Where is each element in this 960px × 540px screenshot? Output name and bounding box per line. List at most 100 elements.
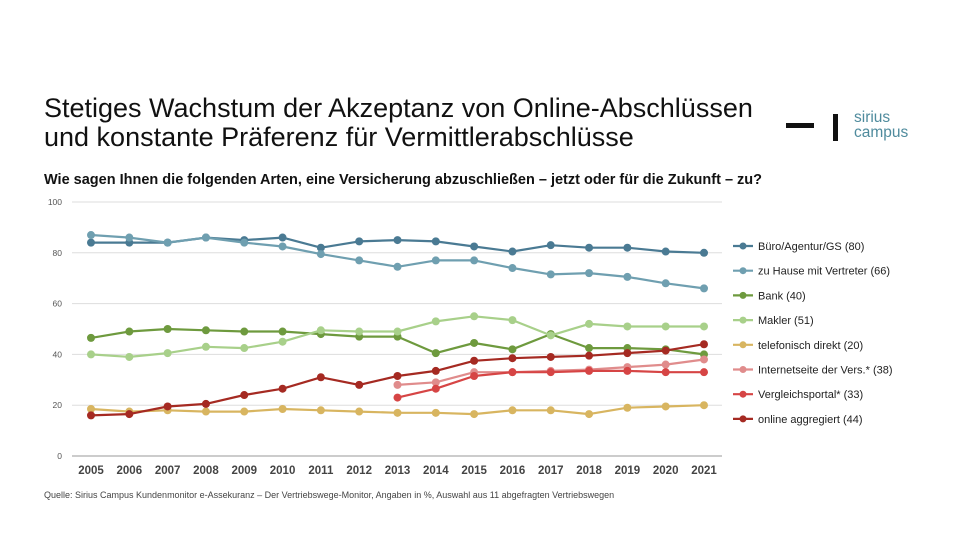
data-point bbox=[431, 378, 440, 387]
data-point bbox=[201, 342, 210, 351]
data-point bbox=[431, 408, 440, 417]
data-point bbox=[585, 319, 594, 328]
data-point bbox=[87, 411, 95, 420]
data-point bbox=[278, 405, 287, 414]
legend-swatch-marker bbox=[739, 415, 747, 423]
x-tick-label: 2009 bbox=[231, 465, 257, 477]
data-point bbox=[546, 368, 555, 377]
data-point bbox=[661, 402, 670, 411]
legend-swatch-marker bbox=[739, 316, 747, 324]
legend-label: Makler (51) bbox=[758, 315, 814, 327]
data-point bbox=[585, 366, 594, 375]
data-point bbox=[585, 243, 594, 252]
data-point bbox=[393, 236, 402, 245]
data-point bbox=[546, 241, 555, 250]
data-point bbox=[125, 233, 134, 242]
logo-dash-mark bbox=[786, 123, 814, 128]
data-point bbox=[316, 243, 325, 252]
data-point bbox=[316, 406, 325, 415]
legend-label: online aggregiert (44) bbox=[758, 414, 863, 426]
data-point bbox=[661, 279, 670, 288]
data-point bbox=[278, 242, 287, 251]
data-point bbox=[431, 237, 440, 246]
source-note: Quelle: Sirius Campus Kundenmonitor e-As… bbox=[44, 490, 615, 500]
data-point bbox=[393, 380, 402, 389]
data-point bbox=[470, 338, 479, 347]
data-point bbox=[240, 238, 249, 247]
data-point bbox=[431, 384, 440, 393]
data-point bbox=[661, 368, 670, 377]
data-point bbox=[508, 354, 517, 363]
data-point bbox=[470, 371, 479, 380]
data-point bbox=[125, 352, 134, 361]
data-point bbox=[661, 360, 670, 369]
x-tick-label: 2005 bbox=[78, 465, 104, 477]
data-point bbox=[393, 393, 402, 402]
data-point bbox=[201, 399, 210, 408]
data-point bbox=[431, 366, 440, 375]
data-point bbox=[201, 407, 210, 416]
data-point bbox=[163, 238, 172, 247]
x-tick-label: 2016 bbox=[500, 465, 526, 477]
data-point bbox=[316, 373, 325, 382]
data-point bbox=[661, 322, 670, 331]
data-point bbox=[125, 327, 134, 336]
data-point bbox=[87, 333, 95, 342]
legend-swatch-marker bbox=[739, 291, 747, 299]
legend-label: Bank (40) bbox=[758, 290, 806, 302]
data-point bbox=[163, 325, 172, 333]
data-point bbox=[585, 344, 594, 353]
data-point bbox=[700, 284, 708, 293]
data-point bbox=[700, 355, 708, 364]
data-point bbox=[355, 256, 364, 265]
data-point bbox=[700, 340, 708, 349]
x-tick-label: 2020 bbox=[653, 465, 679, 477]
data-point bbox=[700, 368, 708, 377]
data-point bbox=[470, 256, 479, 265]
legend-label: Internetseite der Vers.* (38) bbox=[758, 365, 893, 377]
data-point bbox=[201, 326, 210, 335]
data-point bbox=[393, 327, 402, 336]
logo-bar-mark bbox=[833, 114, 838, 141]
data-point bbox=[470, 242, 479, 251]
y-tick-label: 60 bbox=[53, 299, 63, 309]
x-tick-label: 2019 bbox=[615, 465, 641, 477]
x-tick-label: 2013 bbox=[385, 465, 411, 477]
logo-wordmark: sirius campus bbox=[854, 110, 908, 141]
data-point bbox=[240, 344, 249, 353]
data-point bbox=[546, 352, 555, 361]
data-point bbox=[355, 327, 364, 336]
slide-title: Stetiges Wachstum der Akzeptanz von Onli… bbox=[44, 94, 784, 152]
data-point bbox=[393, 408, 402, 417]
data-point bbox=[623, 366, 632, 375]
data-point bbox=[700, 401, 708, 410]
data-point bbox=[470, 410, 479, 419]
legend-swatch-marker bbox=[739, 341, 747, 349]
legend-label: telefonisch direkt (20) bbox=[758, 340, 863, 352]
data-point bbox=[125, 410, 134, 419]
data-point bbox=[470, 312, 479, 321]
data-point bbox=[623, 403, 632, 412]
data-point bbox=[508, 264, 517, 273]
legend-swatch-marker bbox=[739, 267, 747, 275]
y-tick-label: 0 bbox=[57, 451, 62, 461]
data-point bbox=[240, 391, 249, 400]
x-tick-label: 2007 bbox=[155, 465, 181, 477]
sirius-campus-logo: sirius campus bbox=[786, 104, 926, 144]
data-point bbox=[700, 248, 708, 257]
data-point bbox=[546, 331, 555, 340]
x-tick-label: 2010 bbox=[270, 465, 296, 477]
legend-label: Büro/Agentur/GS (80) bbox=[758, 241, 864, 253]
data-point bbox=[431, 317, 440, 326]
data-point bbox=[355, 237, 364, 246]
data-point bbox=[661, 346, 670, 355]
data-point bbox=[508, 247, 517, 256]
data-point bbox=[87, 350, 95, 359]
y-tick-label: 80 bbox=[53, 248, 63, 258]
data-point bbox=[87, 405, 95, 414]
legend-label: zu Hause mit Vertreter (66) bbox=[758, 266, 890, 278]
x-tick-label: 2011 bbox=[308, 465, 334, 477]
data-point bbox=[278, 337, 287, 346]
data-point bbox=[623, 243, 632, 252]
